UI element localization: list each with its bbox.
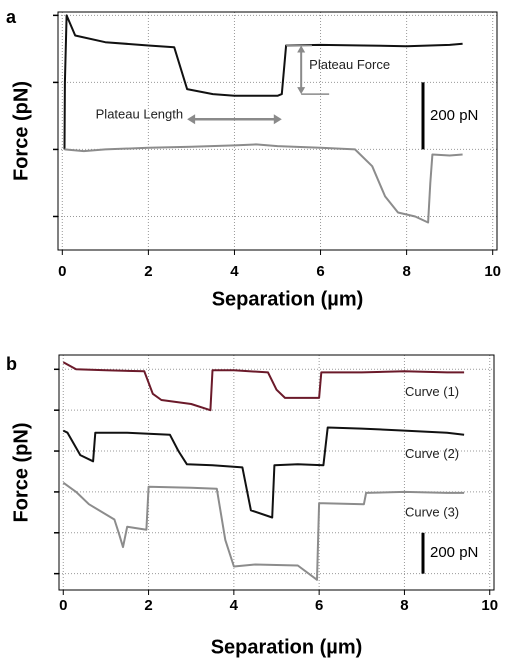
x-tick-label: 4: [230, 597, 239, 614]
x-tick-label: 6: [315, 597, 323, 614]
y-axis-title: Force (pN): [10, 81, 32, 181]
plot-frame: [57, 11, 498, 251]
force-curve: [64, 143, 463, 224]
x-axis-title: Separation (µm): [211, 636, 363, 658]
annotation: Plateau Length: [96, 107, 183, 122]
force-curve: [62, 361, 465, 412]
x-tick-label: 6: [316, 263, 324, 280]
x-tick-label: 8: [402, 263, 410, 280]
scale-bar-label: 200 pN: [430, 544, 478, 561]
legend-label: Curve (3): [405, 504, 459, 519]
panel-label: b: [6, 354, 17, 374]
x-tick-label: 2: [144, 597, 152, 614]
scale-bar-label: 200 pN: [430, 107, 478, 124]
x-tick-label: 8: [400, 597, 408, 614]
x-tick-label: 10: [481, 597, 498, 614]
y-axis-title: Force (pN): [10, 423, 32, 523]
annotation: Plateau Force: [309, 57, 390, 72]
x-tick-label: 10: [484, 263, 501, 280]
x-tick-label: 4: [230, 263, 239, 280]
legend-label: Curve (2): [405, 446, 459, 461]
plot-frame: [58, 354, 495, 591]
x-tick-label: 0: [59, 597, 67, 614]
legend-label: Curve (1): [405, 384, 459, 399]
panel-label: a: [6, 7, 17, 27]
force-curve: [62, 481, 465, 581]
x-axis-title: Separation (µm): [212, 288, 364, 310]
x-tick-label: 0: [58, 263, 66, 280]
force-curve: [62, 426, 465, 519]
x-tick-label: 2: [144, 263, 152, 280]
force-curve: [63, 14, 463, 150]
